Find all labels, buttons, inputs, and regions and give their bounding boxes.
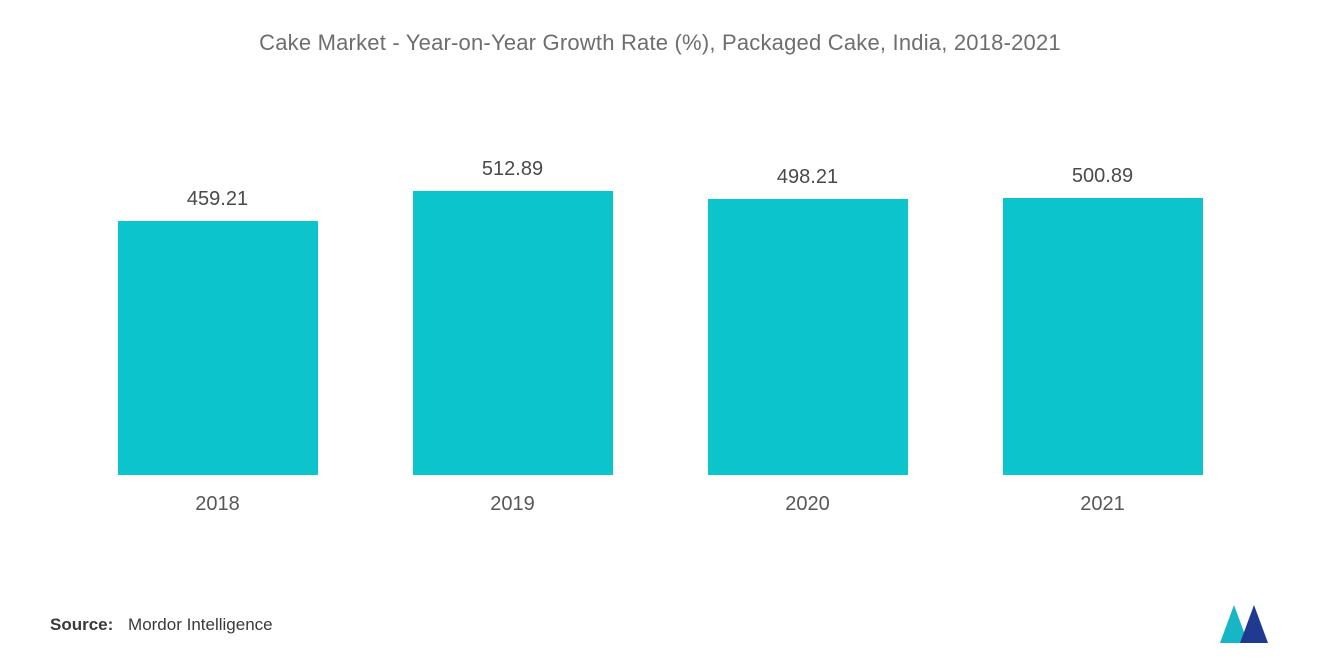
plot-area: 459.21 2018 512.89 2019 498.21 2020 500.… [50,136,1270,516]
bar-group-2019: 512.89 2019 [413,158,613,516]
bar-value: 500.89 [1072,165,1133,188]
chart-title: Cake Market - Year-on-Year Growth Rate (… [50,30,1270,56]
bar-group-2018: 459.21 2018 [118,188,318,516]
bar-value: 459.21 [187,188,248,211]
bar [708,199,908,475]
source-line: Source: Mordor Intelligence [50,615,273,635]
bar-group-2020: 498.21 2020 [708,166,908,516]
bar-category-label: 2019 [490,493,535,516]
logo-icon [1220,605,1280,643]
bar-category-label: 2018 [195,493,240,516]
bar-category-label: 2020 [785,493,830,516]
bar [1003,198,1203,475]
chart-container: Cake Market - Year-on-Year Growth Rate (… [0,0,1320,665]
source-value: Mordor Intelligence [128,615,273,634]
brand-logo [1220,605,1280,643]
bar-value: 512.89 [482,158,543,181]
bar [413,191,613,475]
bar-category-label: 2021 [1080,493,1125,516]
bar [118,221,318,475]
bar-value: 498.21 [777,166,838,189]
source-label: Source: [50,615,113,634]
bar-group-2021: 500.89 2021 [1003,165,1203,516]
